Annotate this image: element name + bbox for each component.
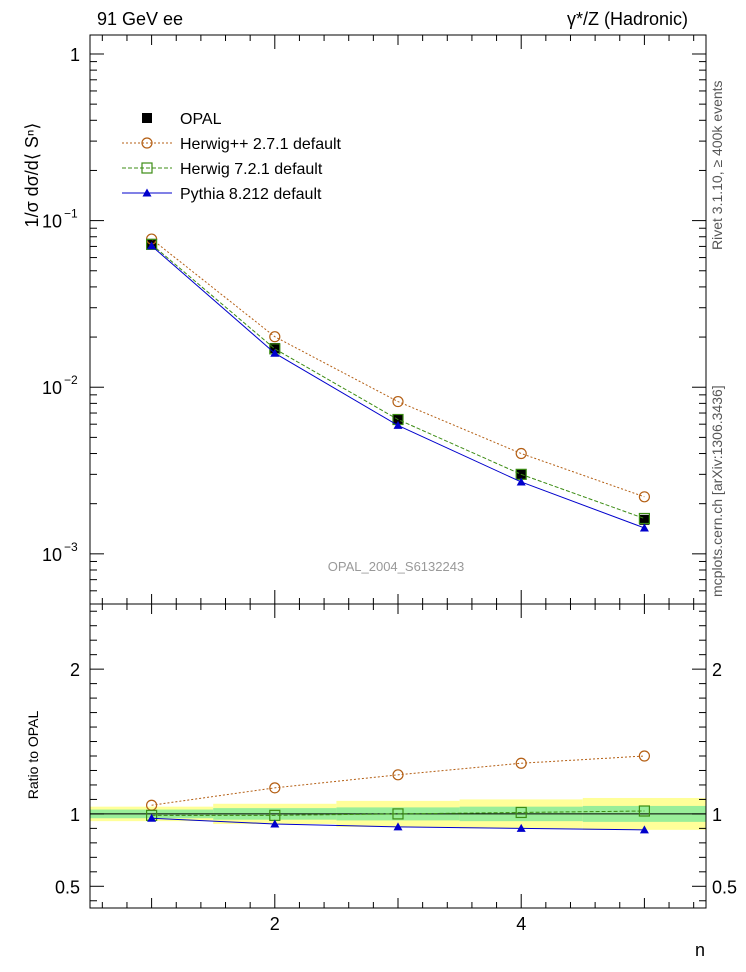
x-axis-label: n (695, 940, 705, 960)
x-tick-label: 2 (270, 914, 280, 934)
ratio-y-axis-label: Ratio to OPAL (25, 711, 41, 800)
side-label-mcplots: mcplots.cern.ch [arXiv:1306.3436] (709, 385, 725, 597)
ratio-point-pythia-8-212-default (147, 813, 157, 822)
main-point-opal (639, 514, 650, 525)
main-point-pythia-8-212-default (639, 523, 649, 532)
main-y-tick-label: 10 (42, 212, 62, 232)
ratio-y-tick-label: 1 (70, 805, 80, 825)
ratio-point-herwig-2-7-1-default (515, 757, 527, 769)
ratio-point-herwig-7-2-1-default (515, 806, 527, 819)
main-point-pythia-8-212-default (270, 348, 280, 357)
ratio-y-tick-label-right: 2 (712, 660, 722, 680)
main-point-pythia-8-212-default (516, 477, 526, 486)
main-point-opal (269, 342, 280, 353)
header-left-label: 91 GeV ee (97, 9, 183, 29)
ratio-series (146, 750, 651, 834)
main-y-tick-exponent: −3 (64, 540, 78, 554)
main-line-pythia-8-212-default (151, 245, 645, 529)
ratio-point-pythia-8-212-default (639, 825, 649, 834)
main-series (146, 233, 651, 532)
legend-label-pythia-8-212-default: Pythia 8.212 default (180, 186, 322, 203)
ratio-y-tick-label-right: 0.5 (712, 877, 737, 897)
legend-marker-opal (142, 113, 152, 123)
main-y-tick-exponent: −2 (64, 373, 78, 387)
main-point-herwig-2-7-1-default (392, 395, 404, 408)
legend-label-opal: OPAL (180, 111, 222, 128)
legend-marker-pythia-8-212-default (142, 188, 152, 197)
ratio-point-pythia-8-212-default (516, 823, 526, 832)
ratio-frame (89, 603, 707, 909)
ratio-y-tick-label: 2 (70, 660, 80, 680)
legend-marker-herwig-2-7-1-default (141, 137, 153, 149)
main-line-herwig-2-7-1-default (151, 238, 645, 498)
main-y-tick-exponent: −1 (64, 207, 78, 221)
ratio-point-pythia-8-212-default (393, 822, 403, 831)
ratio-point-herwig-7-2-1-default (638, 805, 651, 817)
main-point-pythia-8-212-default (147, 241, 157, 250)
main-point-herwig-2-7-1-default (269, 331, 281, 343)
legend-label-herwig-7-2-1-default: Herwig 7.2.1 default (180, 161, 323, 178)
main-y-axis-label: 1/σ dσ/d⟨ Sⁿ⟩ (22, 123, 42, 228)
ratio-y-tick-label-right: 1 (712, 805, 722, 825)
ratio-line-herwig-2-7-1-default (151, 755, 645, 806)
ratio-line-herwig-7-2-1-default (151, 810, 645, 816)
watermark: OPAL_2004_S6132243 (328, 559, 464, 574)
main-y-tick-label: 10 (42, 545, 62, 565)
header-right-label: γ*/Z (Hadronic) (567, 9, 688, 29)
ratio-point-herwig-2-7-1-default (638, 750, 651, 762)
main-point-pythia-8-212-default (393, 420, 403, 429)
ratio-point-herwig-2-7-1-default (392, 769, 404, 781)
main-point-herwig-2-7-1-default (515, 447, 527, 460)
legend-label-herwig-2-7-1-default: Herwig++ 2.7.1 default (180, 136, 342, 153)
ratio-point-herwig-2-7-1-default (269, 782, 281, 794)
main-y-tick-label: 10 (42, 378, 62, 398)
side-label-rivet: Rivet 3.1.10, ≥ 400k events (709, 80, 725, 250)
legend-marker-herwig-7-2-1-default (141, 162, 153, 174)
main-y-tick-label: 1 (70, 45, 80, 65)
main-point-herwig-2-7-1-default (638, 491, 651, 503)
x-tick-label: 4 (516, 914, 526, 934)
ratio-y-tick-label: 0.5 (55, 877, 80, 897)
legend: OPAL Herwig++ 2.7.1 default Herwig 7.2.1 d… (122, 111, 342, 203)
ratio-point-herwig-7-2-1-default (392, 808, 404, 820)
main-line-herwig-7-2-1-default (151, 243, 645, 519)
axes: 2 410−310−210 −110.5 0.51 12 2 (42, 34, 737, 934)
ratio-point-pythia-8-212-default (270, 819, 280, 828)
